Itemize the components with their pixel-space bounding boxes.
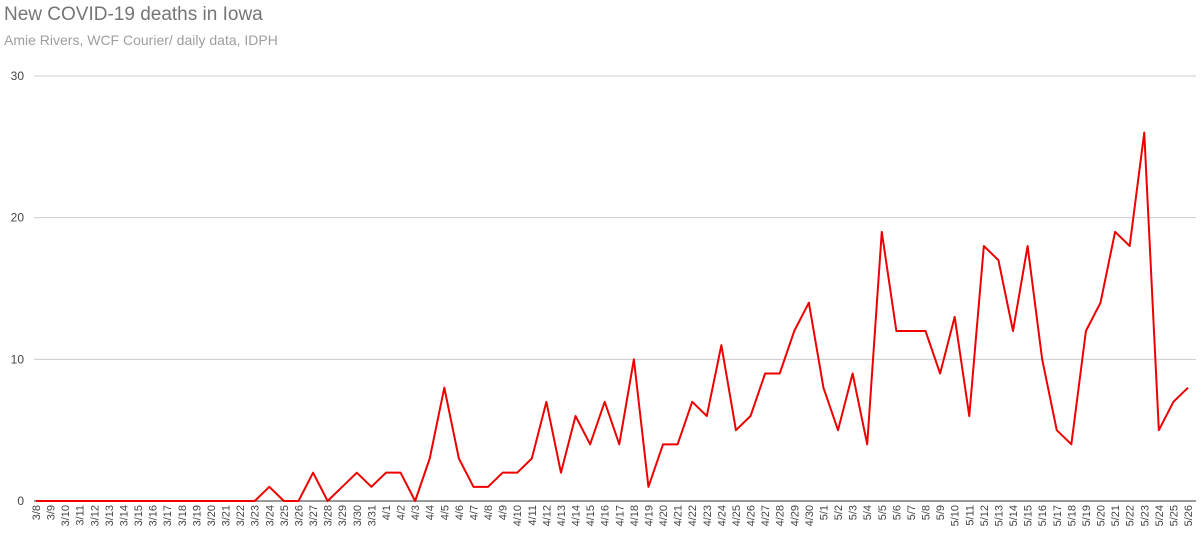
- x-tick-label: 4/13: [556, 505, 568, 526]
- x-tick-label: 4/2: [396, 505, 408, 520]
- x-tick-label: 3/24: [264, 505, 276, 526]
- x-tick-label: 3/20: [206, 505, 218, 526]
- y-tick-label: 0: [17, 494, 24, 508]
- x-tick-label: 4/26: [746, 505, 758, 526]
- x-tick-label: 4/8: [483, 505, 495, 520]
- x-tick-label: 5/4: [862, 505, 874, 520]
- x-tick-label: 3/19: [191, 505, 203, 526]
- x-tick-label: 5/24: [1154, 505, 1166, 526]
- x-tick-label: 5/1: [818, 505, 830, 520]
- x-tick-label: 5/3: [848, 505, 860, 520]
- x-tick-label: 3/18: [177, 505, 189, 526]
- x-tick-label: 3/31: [366, 505, 378, 526]
- x-tick-label: 3/25: [279, 505, 291, 526]
- x-tick-label: 5/20: [1096, 505, 1108, 526]
- x-tick-label: 5/25: [1168, 505, 1180, 526]
- x-tick-label: 4/15: [585, 505, 597, 526]
- x-tick-label: 5/19: [1081, 505, 1093, 526]
- x-tick-label: 5/26: [1183, 505, 1195, 526]
- x-tick-label: 3/15: [133, 505, 145, 526]
- chart-subtitle: Amie Rivers, WCF Courier/ daily data, ID…: [4, 32, 278, 48]
- x-tick-label: 4/25: [731, 505, 743, 526]
- x-tick-label: 3/16: [148, 505, 160, 526]
- x-tick-label: 5/9: [935, 505, 947, 520]
- x-tick-label: 4/19: [643, 505, 655, 526]
- x-tick-label: 5/21: [1110, 505, 1122, 526]
- x-tick-label: 5/6: [891, 505, 903, 520]
- x-tick-label: 4/14: [571, 505, 583, 526]
- x-tick-label: 3/21: [221, 505, 233, 526]
- x-tick-label: 4/23: [702, 505, 714, 526]
- x-tick-label: 4/11: [527, 505, 539, 526]
- x-tick-label: 3/13: [104, 505, 116, 526]
- x-tick-label: 5/12: [979, 505, 991, 526]
- x-tick-label: 5/15: [1023, 505, 1035, 526]
- y-tick-label: 30: [11, 69, 25, 83]
- chart-title: New COVID-19 deaths in Iowa: [4, 4, 263, 25]
- x-tick-label: 4/4: [425, 505, 437, 520]
- x-tick-label: 5/2: [833, 505, 845, 520]
- x-tick-label: 4/7: [468, 505, 480, 520]
- x-tick-label: 3/22: [235, 505, 247, 526]
- x-tick-label: 3/14: [118, 505, 130, 526]
- x-tick-label: 4/1: [381, 505, 393, 520]
- x-tick-label: 5/17: [1052, 505, 1064, 526]
- y-tick-label: 20: [11, 211, 25, 225]
- x-tick-label: 4/16: [600, 505, 612, 526]
- x-tick-label: 3/30: [352, 505, 364, 526]
- x-tick-label: 4/30: [804, 505, 816, 526]
- x-tick-label: 3/9: [46, 505, 58, 520]
- x-tick-label: 5/16: [1037, 505, 1049, 526]
- x-tick-label: 5/22: [1125, 505, 1137, 526]
- x-tick-label: 4/3: [410, 505, 422, 520]
- x-tick-label: 5/18: [1066, 505, 1078, 526]
- x-tick-label: 3/12: [89, 505, 101, 526]
- x-tick-label: 4/17: [614, 505, 626, 526]
- x-tick-label: 5/14: [1008, 505, 1020, 526]
- x-tick-label: 4/9: [498, 505, 510, 520]
- x-tick-label: 3/28: [323, 505, 335, 526]
- x-tick-label: 5/5: [877, 505, 889, 520]
- x-tick-label: 4/20: [658, 505, 670, 526]
- x-tick-label: 4/6: [454, 505, 466, 520]
- x-tick-label: 3/27: [308, 505, 320, 526]
- x-tick-label: 3/29: [337, 505, 349, 526]
- x-tick-label: 4/5: [439, 505, 451, 520]
- x-tick-label: 3/23: [250, 505, 262, 526]
- x-tick-label: 3/26: [293, 505, 305, 526]
- x-tick-label: 4/22: [687, 505, 699, 526]
- y-tick-label: 10: [11, 352, 25, 366]
- x-tick-label: 4/12: [541, 505, 553, 526]
- x-tick-label: 5/10: [950, 505, 962, 526]
- x-tick-label: 4/18: [629, 505, 641, 526]
- x-tick-label: 4/10: [512, 505, 524, 526]
- x-tick-label: 4/27: [760, 505, 772, 526]
- x-tick-label: 5/23: [1139, 505, 1151, 526]
- x-tick-label: 4/28: [775, 505, 787, 526]
- x-tick-label: 3/11: [75, 505, 87, 526]
- line: [36, 131, 1189, 502]
- x-tick-label: 3/8: [31, 505, 43, 520]
- x-tick-label: 4/24: [716, 505, 728, 526]
- x-tick-label: 3/17: [162, 505, 174, 526]
- x-tick-label: 5/13: [993, 505, 1005, 526]
- x-tick-label: 5/11: [964, 505, 976, 526]
- x-tick-label: 5/8: [921, 505, 933, 520]
- x-tick-label: 4/21: [673, 505, 685, 526]
- x-tick-label: 5/7: [906, 505, 918, 520]
- x-tick-label: 4/29: [789, 505, 801, 526]
- x-tick-label: 3/10: [60, 505, 72, 526]
